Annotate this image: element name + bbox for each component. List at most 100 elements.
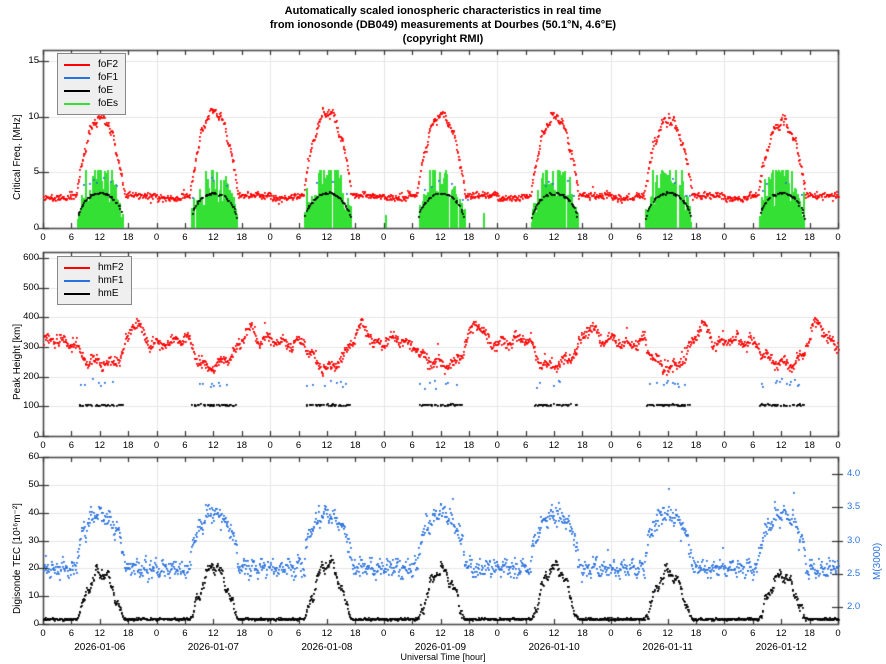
panel1-xtick-h36: 12 [208,232,219,243]
panel2-xtick-h78: 6 [409,440,415,451]
legend-swatch-foes [64,102,90,105]
panel2-ytick-400: 400 [23,311,39,323]
panel2-xtick-h72: 0 [381,440,387,451]
panel1-y-axis-label: Critical Freq. [MHz] [12,114,23,200]
panel3-xtick-h150: 6 [750,628,756,639]
panel1-xtick-h0: 0 [40,232,46,243]
panel3-right-ytick-4.0: 4.0 [847,467,861,479]
panel1-ytick-15: 15 [28,55,39,67]
panel2-ytick-600: 600 [23,251,39,263]
panel1-xtick-h42: 18 [236,232,248,243]
panel1-xtick-h24: 0 [153,232,160,243]
panel3-xtick-h120: 0 [608,628,614,639]
panel2-ytick-0: 0 [33,430,39,441]
panel1-ytick-5: 5 [33,166,39,178]
legend-item-hmf2: hmF2 [64,261,124,274]
panel3-xtick-h132: 12 [662,628,673,639]
panel1-xtick-h162: 18 [804,232,815,243]
panel2-y-axis-label: Peak Height [km] [12,323,23,400]
panel3-xtick-h84: 12 [435,628,446,639]
panel1-xtick-h150: 6 [750,232,756,243]
panel1-xtick-h114: 18 [577,232,588,243]
panel1-xtick-h66: 18 [350,232,361,243]
date-label-2026-01-08: 2026-01-08 [301,642,353,653]
panel3-right-ytick-3.0: 3.0 [847,534,861,546]
panel2-ytick-100: 100 [23,400,39,412]
panel2-xtick-h12: 12 [94,440,106,451]
panel1-xtick-h126: 6 [636,232,642,243]
panel1-xtick-h54: 6 [295,232,302,243]
panel1-legend: foF2 foF1 foE foEs [57,53,127,115]
panel1-xtick-h102: 6 [523,232,529,243]
panel1-xtick-h72: 0 [381,232,387,243]
panel3-xtick-h162: 18 [804,628,815,639]
date-label-2026-01-10: 2026-01-10 [528,642,580,653]
panel2-ytick-300: 300 [23,340,39,352]
panel2-xtick-h36: 12 [208,440,219,451]
panel1-xtick-h48: 0 [267,232,273,243]
panel3-xtick-h48: 0 [267,628,273,639]
legend-item-hmf1: hmF1 [64,274,124,287]
panel2-xtick-h102: 6 [523,440,529,451]
panel2-xtick-h42: 18 [236,440,248,451]
panel3-ytick-30: 30 [28,534,39,546]
panel3-xtick-h0: 0 [40,628,46,639]
panel3-xtick-h102: 6 [523,628,529,639]
panel2-xtick-h60: 12 [321,440,333,451]
panel3-xtick-h90: 18 [463,628,475,639]
panel3-xtick-h114: 18 [577,628,588,639]
panel3-xtick-h72: 0 [381,628,387,639]
panel2-xtick-h6: 6 [68,440,75,451]
panel3-xtick-h12: 12 [94,628,106,639]
panel2-xtick-h132: 12 [662,440,673,451]
date-label-2026-01-06: 2026-01-06 [74,642,126,653]
panel2-xtick-h162: 18 [804,440,815,451]
legend-swatch-hme [64,292,90,295]
legend-item-foes: foEs [64,97,118,110]
legend-item-fof2: foF2 [64,58,118,71]
panel3-xtick-h138: 18 [690,628,702,639]
panel3-xtick-h54: 6 [295,628,302,639]
panel2-xtick-h18: 18 [122,440,134,451]
panel1-xtick-h12: 12 [94,232,106,243]
date-label-2026-01-09: 2026-01-09 [414,642,467,653]
panel2-xtick-h96: 0 [494,440,500,451]
legend-label-foe: foE [98,85,114,96]
legend-swatch-fof2 [64,63,90,66]
panel3-xtick-h60: 12 [321,628,333,639]
panel1-xtick-h84: 12 [435,232,446,243]
date-label-2026-01-12: 2026-01-12 [755,642,807,653]
panel2-xtick-h0: 0 [40,440,46,451]
panel1-xtick-h18: 18 [122,232,134,243]
legend-item-foe: foE [64,84,118,97]
panel3-ytick-10: 10 [28,590,39,602]
panel3-xtick-h30: 6 [182,628,188,639]
panel3-ytick-40: 40 [28,506,39,518]
panel2-legend: hmF2 hmF1 hmE [57,256,132,305]
date-label-2026-01-11: 2026-01-11 [642,642,693,653]
panel1-xtick-h60: 12 [321,232,333,243]
panel2-xtick-h48: 0 [267,440,273,451]
panel3-xtick-h96: 0 [494,628,500,639]
legend-swatch-hmf1 [64,279,90,282]
panel2-xtick-h54: 6 [295,440,302,451]
panel3-ytick-50: 50 [28,478,39,490]
panel2-ytick-500: 500 [23,281,39,293]
legend-item-fof1: foF1 [64,71,118,84]
panel1-ytick-10: 10 [28,110,39,122]
panel2-xtick-h114: 18 [577,440,588,451]
panel3-right-ytick-2.5: 2.5 [847,567,861,579]
panel2-xtick-h120: 0 [608,440,614,451]
panel2-xtick-h108: 12 [548,440,560,451]
panel2-xtick-h90: 18 [463,440,475,451]
panel2-xtick-h150: 6 [750,440,756,451]
panel3-xtick-h6: 6 [68,628,75,639]
panel2-xtick-h30: 6 [182,440,188,451]
panel3-right-ytick-2.0: 2.0 [847,601,861,613]
panel1-xtick-h108: 12 [548,232,560,243]
legend-item-hme: hmE [64,287,124,300]
legend-swatch-fof1 [64,76,90,79]
panel1-xtick-h90: 18 [463,232,475,243]
